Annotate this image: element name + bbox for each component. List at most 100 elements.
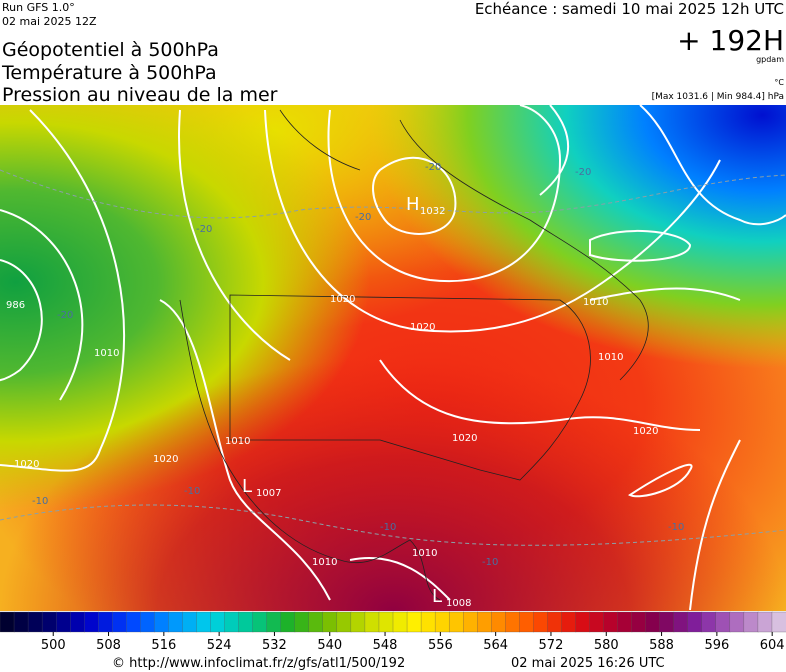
colorbar-swatch <box>533 611 549 633</box>
colorbar-swatch <box>126 611 142 633</box>
colorbar-swatch <box>505 611 520 633</box>
contour-label: 1010 <box>94 348 119 359</box>
colorbar-tick-label: 540 <box>317 638 342 653</box>
colorbar-tick-label: 572 <box>539 638 564 653</box>
colorbar-swatch <box>477 611 492 633</box>
colorbar-swatch <box>112 611 127 633</box>
colorbar-swatch <box>743 611 759 633</box>
pressure-range: [Max 1031.6 | Min 984.4] hPa <box>652 92 784 102</box>
contour-label: -20 <box>355 212 371 223</box>
colorbar-swatch <box>434 611 450 633</box>
contour-label: -10 <box>482 557 498 568</box>
colorbar-swatch <box>294 611 310 633</box>
colorbar-swatch <box>84 611 99 633</box>
colorbar-tick-label: 564 <box>483 638 508 653</box>
contour-label: -10 <box>32 496 48 507</box>
contour-label: -10 <box>380 522 396 533</box>
colorbar-swatch <box>364 611 380 633</box>
contour-label: 1020 <box>153 454 178 465</box>
lead-time: + 192H <box>677 24 784 57</box>
colorbar-swatch <box>547 611 563 633</box>
coastlines <box>179 109 649 601</box>
unit: °C <box>774 78 784 87</box>
contour-label: 1010 <box>583 297 608 308</box>
colorbar-swatch <box>406 611 422 633</box>
colorbar-swatch <box>41 611 57 633</box>
pressure-center: H <box>406 194 420 215</box>
colorbar-tick-label: 596 <box>704 638 729 653</box>
colorbar-swatch <box>687 611 703 633</box>
colorbar-tick-label: 508 <box>96 638 121 653</box>
colorbar-swatch <box>13 611 29 633</box>
title: Pression au niveau de la mer <box>2 84 278 106</box>
contour-label: -20 <box>196 224 212 235</box>
colorbar-swatch <box>701 611 717 633</box>
colorbar-swatch <box>238 611 254 633</box>
colorbar-swatch <box>168 611 184 633</box>
contour-label: 1020 <box>633 426 658 437</box>
contour-label: -20 <box>425 162 441 173</box>
colorbar-swatch <box>196 611 212 633</box>
contour-label: 1020 <box>330 294 355 305</box>
colorbar-swatch <box>27 611 43 633</box>
contour-label: -20 <box>575 167 591 178</box>
colorbar-swatch <box>182 611 198 633</box>
colorbar-swatch <box>322 611 338 633</box>
title: Géopotentiel à 500hPa <box>2 39 219 61</box>
colorbar-swatch <box>575 611 591 633</box>
colorbar-swatch <box>378 611 394 633</box>
contour-label: 1010 <box>225 436 250 447</box>
contour-label: 1020 <box>14 459 39 470</box>
colorbar-swatch <box>420 611 436 633</box>
colorbar-swatch <box>561 611 577 633</box>
colorbar-tick-label: 556 <box>428 638 453 653</box>
colorbar-swatch <box>350 611 366 633</box>
contour-label: -10 <box>184 486 200 497</box>
colorbar-swatch <box>210 611 226 633</box>
contour-label: -10 <box>668 522 684 533</box>
colorbar-swatch <box>0 611 15 633</box>
colorbar-tick-label: 548 <box>373 638 398 653</box>
colorbar-swatch <box>645 611 661 633</box>
pressure-center-value: 1007 <box>256 488 281 499</box>
map <box>0 105 786 611</box>
title: Température à 500hPa <box>1 62 217 84</box>
colorbar-swatch <box>308 611 324 633</box>
colorbar-swatch <box>729 611 745 633</box>
valid-time: Echéance : samedi 10 mai 2025 12h UTC <box>475 0 784 18</box>
colorbar-tick-label: 524 <box>207 638 232 653</box>
colorbar-swatch <box>154 611 170 633</box>
colorbar-swatch <box>336 611 352 633</box>
run-date: 02 mai 2025 12Z <box>2 15 97 28</box>
colorbar-swatch <box>392 611 408 633</box>
contour-label: 986 <box>6 300 25 311</box>
contour-label: 1020 <box>452 433 477 444</box>
pressure-center: L <box>432 586 442 607</box>
colorbar-swatch <box>757 611 773 633</box>
colorbar-swatch <box>266 611 282 633</box>
contour-label: 1010 <box>312 557 337 568</box>
pressure-center: L <box>242 476 252 497</box>
footer-url: © http://www.infoclimat.fr/z/gfs/atl1/50… <box>112 656 405 671</box>
colorbar-swatch <box>252 611 268 633</box>
colorbar-swatch <box>715 611 731 633</box>
contour-label: -20 <box>57 310 73 321</box>
footer-date: 02 mai 2025 16:26 UTC <box>511 656 665 671</box>
colorbar-tick-label: 604 <box>760 638 785 653</box>
map-texts: H 1032 L 1007 L 1008 986 1020 1010 1020 1020 1010 10… <box>6 162 684 609</box>
colorbar-swatch <box>491 611 506 633</box>
colorbar-swatch <box>631 611 647 633</box>
run: Run GFS 1.0° <box>2 1 75 14</box>
colorbar-tick-label: 532 <box>262 638 287 653</box>
colorbar-swatch <box>659 611 675 633</box>
colorbar-swatch <box>589 611 605 633</box>
colorbar-tick-label: 516 <box>151 638 176 653</box>
colorbar-swatch <box>771 611 786 633</box>
colorbar-swatch <box>98 611 113 633</box>
contour-label: 1010 <box>412 548 437 559</box>
colorbar-swatch <box>140 611 156 633</box>
temperature-isolines <box>0 169 786 546</box>
colorbar-swatch <box>603 611 619 633</box>
colorbar-tick-label: 588 <box>649 638 674 653</box>
colorbar-swatch <box>280 611 296 633</box>
